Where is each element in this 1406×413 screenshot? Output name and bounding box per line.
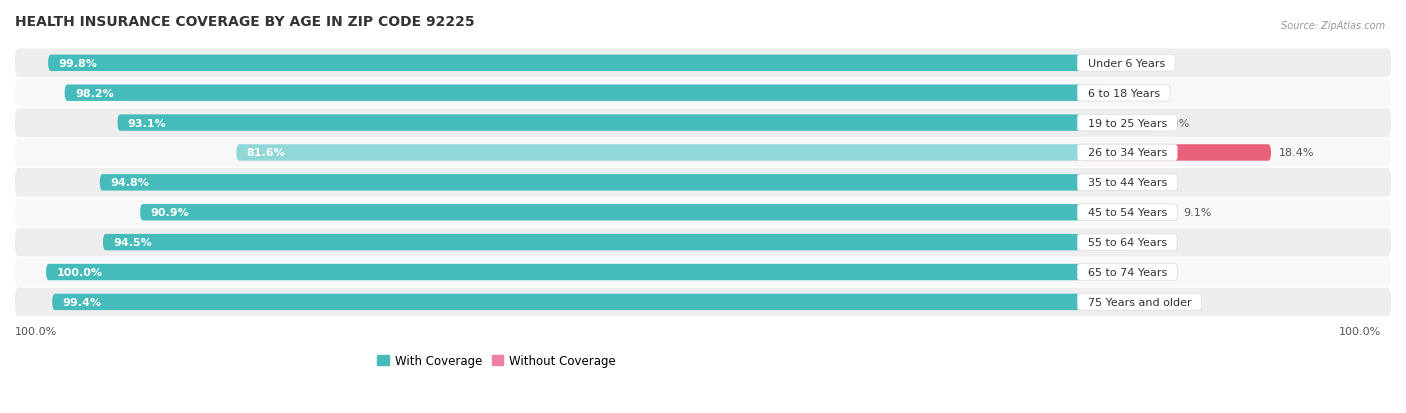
FancyBboxPatch shape (15, 258, 1391, 287)
FancyBboxPatch shape (15, 109, 1391, 138)
Text: 7.0%: 7.0% (1161, 118, 1189, 128)
Text: 81.6%: 81.6% (246, 148, 285, 158)
FancyBboxPatch shape (103, 234, 1081, 251)
FancyBboxPatch shape (15, 228, 1391, 257)
Text: 0.57%: 0.57% (1095, 297, 1130, 307)
FancyBboxPatch shape (15, 49, 1391, 78)
FancyBboxPatch shape (46, 264, 1081, 280)
FancyBboxPatch shape (15, 288, 1391, 316)
Text: HEALTH INSURANCE COVERAGE BY AGE IN ZIP CODE 92225: HEALTH INSURANCE COVERAGE BY AGE IN ZIP … (15, 15, 475, 29)
Text: 9.1%: 9.1% (1182, 208, 1212, 218)
Text: 5.5%: 5.5% (1146, 237, 1174, 247)
FancyBboxPatch shape (236, 145, 1081, 161)
Text: 26 to 34 Years: 26 to 34 Years (1081, 148, 1174, 158)
FancyBboxPatch shape (15, 79, 1391, 108)
Text: 45 to 54 Years: 45 to 54 Years (1081, 208, 1174, 218)
Text: 100.0%: 100.0% (1339, 327, 1381, 337)
FancyBboxPatch shape (118, 115, 1081, 131)
Text: 100.0%: 100.0% (15, 327, 58, 337)
FancyBboxPatch shape (1081, 294, 1087, 311)
Text: 0.0%: 0.0% (1088, 267, 1118, 278)
FancyBboxPatch shape (65, 85, 1081, 102)
Text: Under 6 Years: Under 6 Years (1081, 59, 1171, 69)
Text: 94.8%: 94.8% (110, 178, 149, 188)
Text: 75 Years and older: 75 Years and older (1081, 297, 1198, 307)
Text: 6 to 18 Years: 6 to 18 Years (1081, 88, 1167, 98)
Text: 94.5%: 94.5% (114, 237, 152, 247)
Text: 0.24%: 0.24% (1091, 59, 1126, 69)
Text: 55 to 64 Years: 55 to 64 Years (1081, 237, 1174, 247)
Text: 18.4%: 18.4% (1279, 148, 1315, 158)
FancyBboxPatch shape (15, 198, 1391, 227)
FancyBboxPatch shape (48, 55, 1081, 72)
Text: 35 to 44 Years: 35 to 44 Years (1081, 178, 1174, 188)
Text: 1.8%: 1.8% (1108, 88, 1136, 98)
FancyBboxPatch shape (15, 139, 1391, 167)
Text: 19 to 25 Years: 19 to 25 Years (1081, 118, 1174, 128)
FancyBboxPatch shape (1081, 234, 1137, 251)
Text: Source: ZipAtlas.com: Source: ZipAtlas.com (1281, 21, 1385, 31)
Text: 90.9%: 90.9% (150, 208, 190, 218)
Text: 98.2%: 98.2% (75, 88, 114, 98)
FancyBboxPatch shape (1081, 85, 1099, 102)
Text: 100.0%: 100.0% (56, 267, 103, 278)
FancyBboxPatch shape (52, 294, 1081, 311)
FancyBboxPatch shape (1081, 115, 1153, 131)
FancyBboxPatch shape (15, 169, 1391, 197)
Legend: With Coverage, Without Coverage: With Coverage, Without Coverage (373, 349, 621, 372)
FancyBboxPatch shape (1081, 175, 1135, 191)
FancyBboxPatch shape (1081, 204, 1175, 221)
FancyBboxPatch shape (100, 175, 1081, 191)
FancyBboxPatch shape (1081, 145, 1271, 161)
FancyBboxPatch shape (1080, 55, 1084, 72)
Text: 99.8%: 99.8% (59, 59, 97, 69)
FancyBboxPatch shape (141, 204, 1081, 221)
Text: 5.2%: 5.2% (1143, 178, 1171, 188)
Text: 93.1%: 93.1% (128, 118, 166, 128)
Text: 65 to 74 Years: 65 to 74 Years (1081, 267, 1174, 278)
Text: 99.4%: 99.4% (63, 297, 101, 307)
